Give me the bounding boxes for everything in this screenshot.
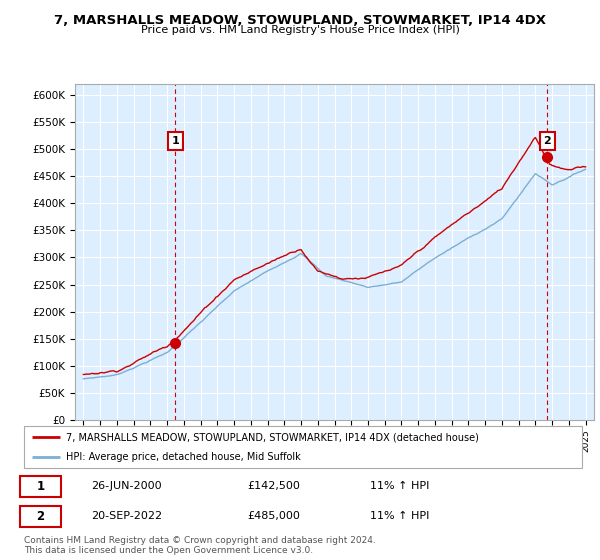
Text: 7, MARSHALLS MEADOW, STOWUPLAND, STOWMARKET, IP14 4DX (detached house): 7, MARSHALLS MEADOW, STOWUPLAND, STOWMAR… [66, 432, 479, 442]
FancyBboxPatch shape [20, 506, 61, 527]
Text: 11% ↑ HPI: 11% ↑ HPI [370, 481, 430, 491]
Text: 11% ↑ HPI: 11% ↑ HPI [370, 511, 430, 521]
FancyBboxPatch shape [24, 426, 582, 468]
Text: 26-JUN-2000: 26-JUN-2000 [91, 481, 161, 491]
Text: 1: 1 [37, 479, 44, 493]
Text: £485,000: £485,000 [247, 511, 300, 521]
Text: 1: 1 [172, 136, 179, 146]
Text: 7, MARSHALLS MEADOW, STOWUPLAND, STOWMARKET, IP14 4DX: 7, MARSHALLS MEADOW, STOWUPLAND, STOWMAR… [54, 14, 546, 27]
FancyBboxPatch shape [20, 476, 61, 497]
Text: Price paid vs. HM Land Registry's House Price Index (HPI): Price paid vs. HM Land Registry's House … [140, 25, 460, 35]
Text: 2: 2 [37, 510, 44, 523]
Text: £142,500: £142,500 [247, 481, 300, 491]
Text: HPI: Average price, detached house, Mid Suffolk: HPI: Average price, detached house, Mid … [66, 452, 301, 462]
Text: 20-SEP-2022: 20-SEP-2022 [91, 511, 162, 521]
Text: 2: 2 [544, 136, 551, 146]
Text: Contains HM Land Registry data © Crown copyright and database right 2024.
This d: Contains HM Land Registry data © Crown c… [24, 536, 376, 556]
